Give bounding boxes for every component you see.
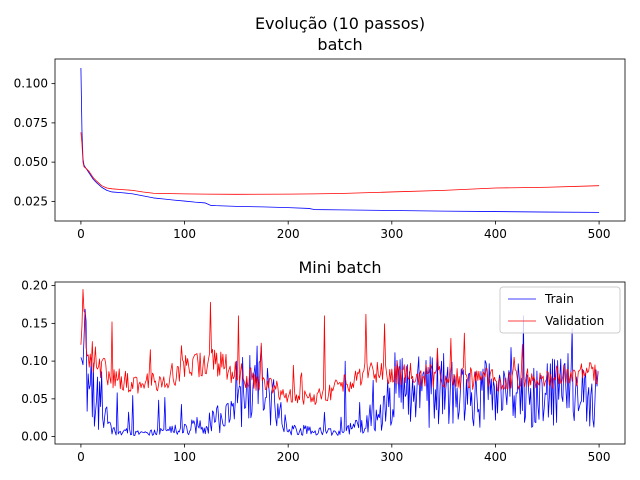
y-tick: 0.20	[21, 279, 55, 293]
bottom-chart-title: Mini batch	[298, 258, 381, 277]
y-tick-label: 0.15	[21, 316, 48, 330]
y-tick: 0.075	[14, 116, 55, 130]
top-chart-title: batch	[317, 35, 362, 54]
x-tick-label: 100	[173, 227, 196, 241]
top-chart-batch: 0 100 200 300 400 500 0.025 0.050 0.075 0.100	[14, 58, 626, 241]
plot-frame	[54, 58, 626, 222]
x-tick: 100	[173, 444, 196, 464]
y-tick-label: 0.20	[21, 279, 48, 293]
x-tick-label: 300	[380, 450, 403, 464]
x-tick: 200	[277, 221, 300, 241]
y-tick-label: 0.025	[14, 194, 48, 208]
x-tick-label: 400	[484, 450, 507, 464]
x-tick-label: 500	[588, 450, 611, 464]
y-tick: 0.100	[14, 77, 55, 91]
x-tick-label: 0	[77, 227, 85, 241]
x-tick: 400	[484, 444, 507, 464]
plot-frame	[54, 281, 626, 445]
legend-box	[499, 286, 621, 334]
x-tick: 400	[484, 221, 507, 241]
y-tick: 0.05	[21, 392, 55, 406]
y-tick: 0.10	[21, 354, 55, 368]
y-tick-label: 0.00	[21, 430, 48, 444]
x-tick: 100	[173, 221, 196, 241]
y-tick-label: 0.05	[21, 392, 48, 406]
x-tick-label: 200	[277, 450, 300, 464]
y-tick-label: 0.050	[14, 155, 48, 169]
legend: Train Validation	[499, 286, 621, 334]
legend-label-train: Train	[544, 292, 574, 306]
y-tick: 0.15	[21, 316, 55, 330]
y-tick: 0.025	[14, 194, 55, 208]
x-tick: 200	[277, 444, 300, 464]
x-tick: 0	[77, 444, 85, 464]
series-line-validation	[80, 132, 600, 195]
x-tick-label: 100	[173, 450, 196, 464]
x-tick-label: 0	[77, 450, 85, 464]
x-tick: 0	[77, 221, 85, 241]
series-line-train	[80, 67, 600, 213]
figure-title: Evolução (10 passos)	[255, 14, 425, 33]
x-tick-label: 200	[277, 227, 300, 241]
series-line-train	[80, 308, 599, 436]
y-tick-label: 0.10	[21, 354, 48, 368]
x-tick-label: 500	[588, 227, 611, 241]
x-tick-label: 300	[380, 227, 403, 241]
series-line-validation	[80, 289, 599, 405]
x-tick: 500	[588, 221, 611, 241]
legend-label-validation: Validation	[545, 314, 604, 328]
y-tick-label: 0.075	[14, 116, 48, 130]
x-tick: 500	[588, 444, 611, 464]
bottom-chart-mini-batch: 0 100 200 300 400 500 0.00 0.05 0.10 0.15 0.20 Trai…	[21, 279, 626, 464]
x-tick: 300	[380, 221, 403, 241]
y-tick-label: 0.100	[14, 77, 48, 91]
x-tick: 300	[380, 444, 403, 464]
x-tick-label: 400	[484, 227, 507, 241]
y-tick: 0.00	[21, 430, 55, 444]
y-tick: 0.050	[14, 155, 55, 169]
